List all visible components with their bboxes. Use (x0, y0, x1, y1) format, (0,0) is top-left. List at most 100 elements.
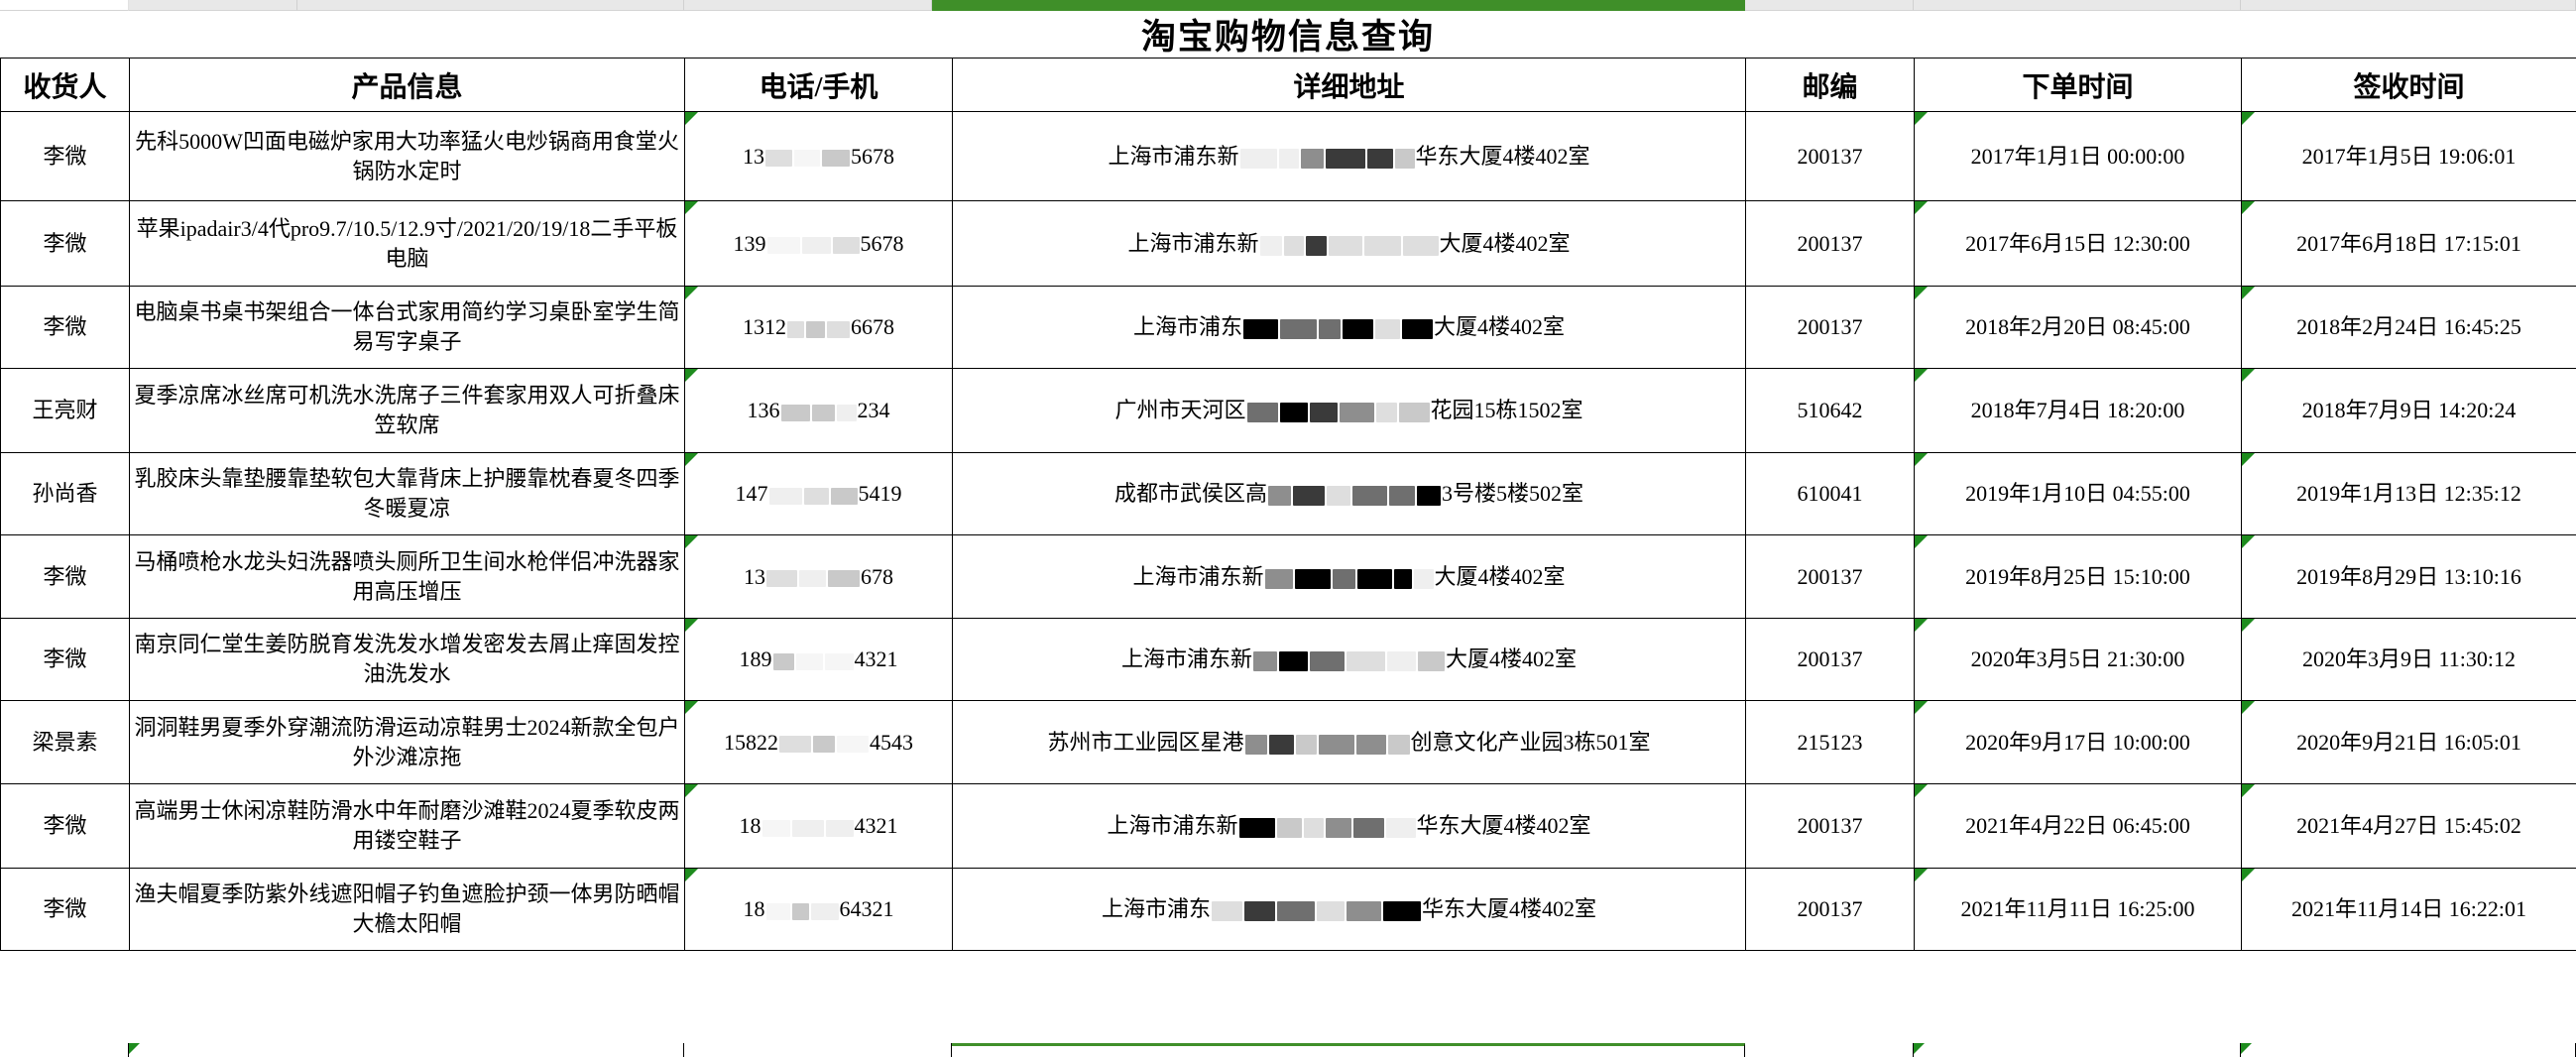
cell-address[interactable]: 苏州市工业园区星港 创意文化产业园3栋501室 (952, 700, 1746, 784)
cell-receiver[interactable]: 孙尚香 (0, 452, 130, 535)
cell-product[interactable]: 洞洞鞋男夏季外穿潮流防滑运动凉鞋男士2024新款全包户外沙滩凉拖 (129, 700, 685, 784)
cell-zip[interactable]: 610041 (1745, 452, 1915, 535)
table-row[interactable]: 李微 高端男士休闲凉鞋防滑水中年耐磨沙滩鞋2024夏季软皮两用镂空鞋子 18 4321… (0, 783, 2576, 869)
table-row[interactable]: 李微 电脑桌书桌书架组合一体台式家用简约学习桌卧室学生简易写字桌子 1312 6678… (0, 286, 2576, 369)
cell-address[interactable]: 上海市浦东 华东大厦4楼402室 (952, 868, 1746, 951)
cell-address[interactable]: 上海市浦东新 华东大厦4楼402室 (952, 783, 1746, 869)
cell-receiver[interactable]: 梁景素 (0, 700, 130, 784)
sheet-title-bar: 淘宝购物信息查询 (0, 11, 2576, 58)
column-header-phone[interactable]: 电话/手机 (684, 58, 953, 112)
cell-zip[interactable]: 200137 (1745, 200, 1915, 287)
cell-sign-time[interactable]: 2018年7月9日 14:20:24 (2241, 368, 2576, 453)
cell-product[interactable]: 马桶喷枪水龙头妇洗器喷头厕所卫生间水枪伴侣冲洗器家用高压增压 (129, 534, 685, 619)
cell-zip[interactable]: 510642 (1745, 368, 1915, 453)
cell-sign-time[interactable]: 2017年1月5日 19:06:01 (2241, 111, 2576, 201)
cell-sign-time[interactable]: 2021年4月27日 15:45:02 (2241, 783, 2576, 869)
cell-receiver[interactable]: 李微 (0, 286, 130, 369)
cell-receiver[interactable]: 王亮财 (0, 368, 130, 453)
cell-receiver[interactable]: 李微 (0, 200, 130, 287)
cell-order-time[interactable]: 2017年6月15日 12:30:00 (1914, 200, 2242, 287)
table-row[interactable]: 李微 苹果ipadair3/4代pro9.7/10.5/12.9寸/2021/20… (0, 200, 2576, 287)
cell-address[interactable]: 上海市浦东 大厦4楼402室 (952, 286, 1746, 369)
cell-order-time[interactable]: 2019年8月25日 15:10:00 (1914, 534, 2242, 619)
cell-address[interactable]: 成都市武侯区高 3号楼5楼502室 (952, 452, 1746, 535)
cell-error-flag-icon (685, 369, 698, 382)
column-header-address[interactable]: 详细地址 (952, 58, 1746, 112)
cell-order-time[interactable]: 2018年2月20日 08:45:00 (1914, 286, 2242, 369)
cell-sign-time[interactable]: 2021年11月14日 16:22:01 (2241, 868, 2576, 951)
column-header-zip[interactable]: 邮编 (1745, 58, 1915, 112)
cell-error-flag-icon (1915, 453, 1928, 466)
table-row[interactable]: 李微 渔夫帽夏季防紫外线遮阳帽子钓鱼遮脸护颈一体男防晒帽大檐太阳帽 18 64321 上… (0, 868, 2576, 951)
cell-zip[interactable]: 200137 (1745, 534, 1915, 619)
cell-zip[interactable]: 200137 (1745, 618, 1915, 701)
column-header-receiver[interactable]: 收货人 (0, 58, 130, 112)
column-header-order-time[interactable]: 下单时间 (1914, 58, 2242, 112)
table-row[interactable]: 梁景素 洞洞鞋男夏季外穿潮流防滑运动凉鞋男士2024新款全包户外沙滩凉拖 15822… (0, 700, 2576, 784)
cell-zip[interactable]: 215123 (1745, 700, 1915, 784)
cell-sign-time[interactable]: 2017年6月18日 17:15:01 (2241, 200, 2576, 287)
cell-product[interactable]: 先科5000W凹面电磁炉家用大功率猛火电炒锅商用食堂火锅防水定时 (129, 111, 685, 201)
cell-phone[interactable]: 13 5678 (684, 111, 953, 201)
cell-phone[interactable]: 18 64321 (684, 868, 953, 951)
cell-error-flag-icon (685, 869, 698, 881)
table-row[interactable]: 李微 马桶喷枪水龙头妇洗器喷头厕所卫生间水枪伴侣冲洗器家用高压增压 13 678 上海市… (0, 534, 2576, 619)
cell-product[interactable]: 南京同仁堂生姜防脱育发洗发水增发密发去屑止痒固发控油洗发水 (129, 618, 685, 701)
cell-phone[interactable]: 189 4321 (684, 618, 953, 701)
cell-sign-time[interactable]: 2019年1月13日 12:35:12 (2241, 452, 2576, 535)
table-header-row: 收货人 产品信息 电话/手机 详细地址 邮编 下单时间 签收时间 (0, 58, 2576, 112)
cell-product[interactable]: 夏季凉席冰丝席可机洗水洗席子三件套家用双人可折叠床笠软席 (129, 368, 685, 453)
cell-receiver[interactable]: 李微 (0, 618, 130, 701)
cell-sign-time[interactable]: 2019年8月29日 13:10:16 (2241, 534, 2576, 619)
cell-address[interactable]: 上海市浦东新 大厦4楼402室 (952, 618, 1746, 701)
cell-error-flag-icon (2242, 369, 2255, 382)
cell-product[interactable]: 高端男士休闲凉鞋防滑水中年耐磨沙滩鞋2024夏季软皮两用镂空鞋子 (129, 783, 685, 869)
cell-product[interactable]: 电脑桌书桌书架组合一体台式家用简约学习桌卧室学生简易写字桌子 (129, 286, 685, 369)
table-row[interactable]: 李微 南京同仁堂生姜防脱育发洗发水增发密发去屑止痒固发控油洗发水 189 4321 上海… (0, 618, 2576, 701)
cell-error-flag-icon (2242, 619, 2255, 632)
purchase-info-table: 收货人 产品信息 电话/手机 详细地址 邮编 下单时间 签收时间 李微 先科500… (0, 58, 2576, 951)
strip-segment-selected (932, 0, 1745, 11)
cell-product[interactable]: 乳胶床头靠垫腰靠垫软包大靠背床上护腰靠枕春夏冬四季冬暖夏凉 (129, 452, 685, 535)
column-header-product[interactable]: 产品信息 (129, 58, 685, 112)
cell-order-time[interactable]: 2018年7月4日 18:20:00 (1914, 368, 2242, 453)
cell-address[interactable]: 广州市天河区 花园15栋1502室 (952, 368, 1746, 453)
cell-phone[interactable]: 15822 4543 (684, 700, 953, 784)
cell-address[interactable]: 上海市浦东新 大厦4楼402室 (952, 534, 1746, 619)
cell-order-time[interactable]: 2019年1月10日 04:55:00 (1914, 452, 2242, 535)
cell-order-time[interactable]: 2020年3月5日 21:30:00 (1914, 618, 2242, 701)
cell-zip[interactable]: 200137 (1745, 286, 1915, 369)
cell-order-time[interactable]: 2021年4月22日 06:45:00 (1914, 783, 2242, 869)
cell-phone[interactable]: 1312 6678 (684, 286, 953, 369)
clipped-cell-selected (952, 1043, 1745, 1057)
cell-sign-time[interactable]: 2018年2月24日 16:45:25 (2241, 286, 2576, 369)
column-header-sign-time[interactable]: 签收时间 (2241, 58, 2576, 112)
cell-zip[interactable]: 200137 (1745, 868, 1915, 951)
cell-order-time[interactable]: 2020年9月17日 10:00:00 (1914, 700, 2242, 784)
cell-phone[interactable]: 18 4321 (684, 783, 953, 869)
table-row[interactable]: 王亮财 夏季凉席冰丝席可机洗水洗席子三件套家用双人可折叠床笠软席 136 234 广州市… (0, 368, 2576, 453)
cell-receiver[interactable]: 李微 (0, 868, 130, 951)
cell-zip[interactable]: 200137 (1745, 111, 1915, 201)
cell-zip[interactable]: 200137 (1745, 783, 1915, 869)
cell-phone[interactable]: 147 5419 (684, 452, 953, 535)
cell-error-flag-icon (2242, 869, 2255, 881)
cell-address[interactable]: 上海市浦东新 大厦4楼402室 (952, 200, 1746, 287)
cell-address[interactable]: 上海市浦东新 华东大厦4楼402室 (952, 111, 1746, 201)
cell-order-time[interactable]: 2017年1月1日 00:00:00 (1914, 111, 2242, 201)
cell-product[interactable]: 渔夫帽夏季防紫外线遮阳帽子钓鱼遮脸护颈一体男防晒帽大檐太阳帽 (129, 868, 685, 951)
cell-receiver[interactable]: 李微 (0, 783, 130, 869)
cell-phone[interactable]: 13 678 (684, 534, 953, 619)
table-row[interactable]: 孙尚香 乳胶床头靠垫腰靠垫软包大靠背床上护腰靠枕春夏冬四季冬暖夏凉 147 5419 成… (0, 452, 2576, 535)
cell-sign-time[interactable]: 2020年3月9日 11:30:12 (2241, 618, 2576, 701)
cell-phone[interactable]: 136 234 (684, 368, 953, 453)
cell-order-time[interactable]: 2021年11月11日 16:25:00 (1914, 868, 2242, 951)
cell-product[interactable]: 苹果ipadair3/4代pro9.7/10.5/12.9寸/2021/20/1… (129, 200, 685, 287)
cell-receiver[interactable]: 李微 (0, 111, 130, 201)
table-row[interactable]: 李微 先科5000W凹面电磁炉家用大功率猛火电炒锅商用食堂火锅防水定时 13 5678… (0, 111, 2576, 201)
strip-segment (0, 0, 129, 11)
cell-sign-time[interactable]: 2020年9月21日 16:05:01 (2241, 700, 2576, 784)
cell-phone[interactable]: 139 5678 (684, 200, 953, 287)
cell-receiver[interactable]: 李微 (0, 534, 130, 619)
